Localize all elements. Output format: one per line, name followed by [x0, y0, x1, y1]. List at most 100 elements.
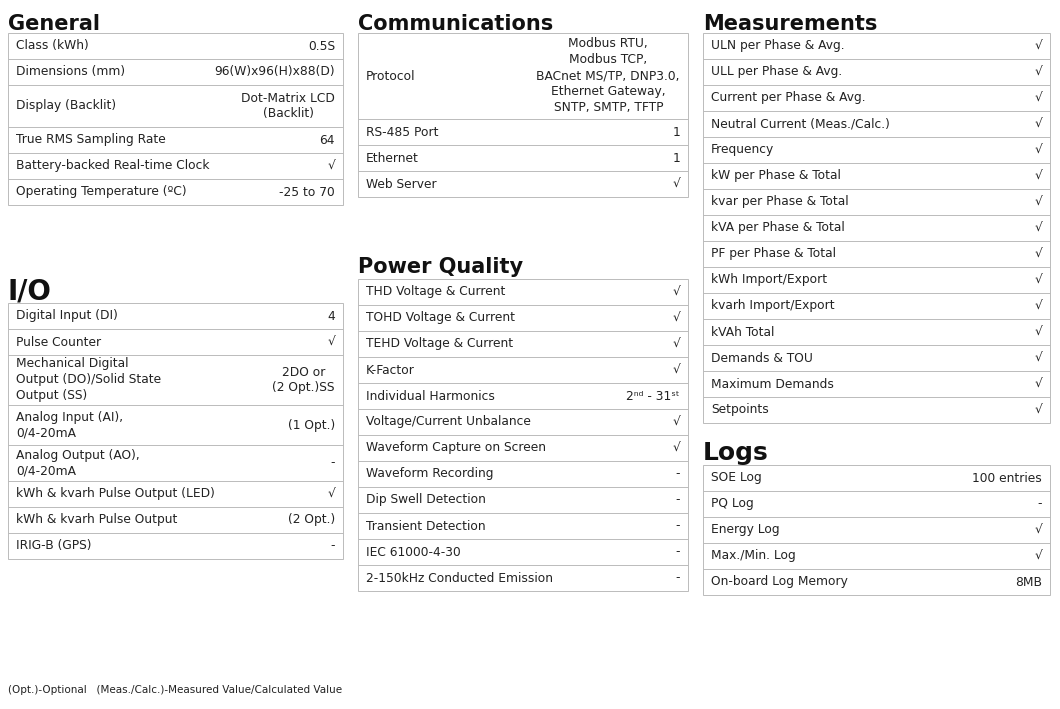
Text: Max./Min. Log: Max./Min. Log	[711, 549, 796, 562]
Bar	[8, 303, 343, 559]
Text: True RMS Sampling Rate: True RMS Sampling Rate	[16, 133, 165, 147]
Text: 1: 1	[672, 152, 681, 164]
Text: √: √	[328, 488, 335, 501]
Text: IRIG-B (GPS): IRIG-B (GPS)	[16, 540, 91, 552]
Text: √: √	[1035, 40, 1042, 52]
Text: Modbus RTU,
Modbus TCP,
BACnet MS/TP, DNP3.0,
Ethernet Gateway,
SNTP, SMTP, TFTP: Modbus RTU, Modbus TCP, BACnet MS/TP, DN…	[536, 38, 681, 114]
Text: -: -	[331, 540, 335, 552]
Text: Digital Input (DI): Digital Input (DI)	[16, 310, 118, 323]
Text: Waveform Capture on Screen: Waveform Capture on Screen	[366, 442, 546, 454]
Text: √: √	[672, 364, 681, 376]
Text: Demands & TOU: Demands & TOU	[711, 352, 813, 364]
Text: Maximum Demands: Maximum Demands	[711, 377, 834, 391]
Text: √: √	[1035, 274, 1042, 286]
Text: Dip Swell Detection: Dip Swell Detection	[366, 493, 485, 506]
Text: √: √	[1035, 299, 1042, 313]
Text: √: √	[1035, 65, 1042, 79]
Text: kVA per Phase & Total: kVA per Phase & Total	[711, 221, 845, 235]
Text: ULL per Phase & Avg.: ULL per Phase & Avg.	[711, 65, 843, 79]
Text: kvar per Phase & Total: kvar per Phase & Total	[711, 196, 849, 208]
Text: Analog Output (AO),
0/4-20mA: Analog Output (AO), 0/4-20mA	[16, 449, 140, 477]
Text: √: √	[672, 442, 681, 454]
Text: IEC 61000-4-30: IEC 61000-4-30	[366, 545, 461, 559]
Text: Dot-Matrix LCD
(Backlit): Dot-Matrix LCD (Backlit)	[241, 91, 335, 121]
Text: Current per Phase & Avg.: Current per Phase & Avg.	[711, 91, 866, 104]
Text: Pulse Counter: Pulse Counter	[16, 335, 101, 349]
Bar	[358, 279, 688, 591]
Text: On-board Log Memory: On-board Log Memory	[711, 576, 848, 588]
Text: 100 entries: 100 entries	[972, 471, 1042, 484]
Bar	[8, 33, 343, 205]
Text: Communications: Communications	[358, 14, 553, 34]
Text: Analog Input (AI),
0/4-20mA: Analog Input (AI), 0/4-20mA	[16, 411, 123, 440]
Text: kW per Phase & Total: kW per Phase & Total	[711, 169, 841, 182]
Text: Individual Harmonics: Individual Harmonics	[366, 389, 495, 403]
Text: PF per Phase & Total: PF per Phase & Total	[711, 247, 836, 260]
Text: Display (Backlit): Display (Backlit)	[16, 99, 117, 113]
Text: -: -	[1038, 498, 1042, 510]
Text: -: -	[675, 545, 681, 559]
Text: 0.5S: 0.5S	[307, 40, 335, 52]
Bar	[703, 33, 1050, 423]
Text: √: √	[1035, 377, 1042, 391]
Text: -: -	[675, 467, 681, 481]
Text: Logs: Logs	[703, 441, 768, 465]
Text: √: √	[672, 337, 681, 350]
Text: TEHD Voltage & Current: TEHD Voltage & Current	[366, 337, 513, 350]
Text: SOE Log: SOE Log	[711, 471, 762, 484]
Text: -: -	[675, 520, 681, 532]
Text: √: √	[1035, 523, 1042, 537]
Text: √: √	[328, 160, 335, 172]
Text: kWh & kvarh Pulse Output: kWh & kvarh Pulse Output	[16, 513, 177, 527]
Text: Ethernet: Ethernet	[366, 152, 419, 164]
Text: PQ Log: PQ Log	[711, 498, 754, 510]
Text: √: √	[328, 335, 335, 349]
Text: √: √	[1035, 91, 1042, 104]
Text: Waveform Recording: Waveform Recording	[366, 467, 494, 481]
Text: Battery-backed Real-time Clock: Battery-backed Real-time Clock	[16, 160, 210, 172]
Text: √: √	[1035, 352, 1042, 364]
Text: 8MB: 8MB	[1015, 576, 1042, 588]
Text: -: -	[331, 457, 335, 469]
Text: Web Server: Web Server	[366, 177, 437, 191]
Text: Dimensions (mm): Dimensions (mm)	[16, 65, 125, 79]
Text: √: √	[1035, 221, 1042, 235]
Text: √: √	[1035, 169, 1042, 182]
Text: Setpoints: Setpoints	[711, 403, 768, 416]
Text: I/O: I/O	[8, 277, 52, 305]
Text: √: √	[1035, 118, 1042, 130]
Text: Power Quality: Power Quality	[358, 257, 524, 277]
Text: √: √	[672, 177, 681, 191]
Text: Frequency: Frequency	[711, 143, 774, 157]
Text: THD Voltage & Current: THD Voltage & Current	[366, 286, 506, 298]
Text: Voltage/Current Unbalance: Voltage/Current Unbalance	[366, 415, 531, 428]
Text: √: √	[672, 286, 681, 298]
Text: Neutral Current (Meas./Calc.): Neutral Current (Meas./Calc.)	[711, 118, 890, 130]
Text: √: √	[1035, 325, 1042, 338]
Text: Mechanical Digital
Output (DO)/Solid State
Output (SS): Mechanical Digital Output (DO)/Solid Sta…	[16, 357, 161, 403]
Text: Measurements: Measurements	[703, 14, 878, 34]
Text: √: √	[672, 415, 681, 428]
Text: ULN per Phase & Avg.: ULN per Phase & Avg.	[711, 40, 845, 52]
Text: 2-150kHz Conducted Emission: 2-150kHz Conducted Emission	[366, 571, 553, 584]
Text: kVAh Total: kVAh Total	[711, 325, 775, 338]
Text: √: √	[1035, 143, 1042, 157]
Text: General: General	[8, 14, 100, 34]
Text: 2DO or
(2 Opt.)SS: 2DO or (2 Opt.)SS	[272, 366, 335, 394]
Text: 96(W)x96(H)x88(D): 96(W)x96(H)x88(D)	[214, 65, 335, 79]
Bar	[703, 465, 1050, 595]
Text: -: -	[675, 571, 681, 584]
Text: Transient Detection: Transient Detection	[366, 520, 485, 532]
Text: kWh & kvarh Pulse Output (LED): kWh & kvarh Pulse Output (LED)	[16, 488, 215, 501]
Text: 2ⁿᵈ - 31ˢᵗ: 2ⁿᵈ - 31ˢᵗ	[626, 389, 681, 403]
Text: √: √	[1035, 403, 1042, 416]
Text: (Opt.)-Optional   (Meas./Calc.)-Measured Value/Calculated Value: (Opt.)-Optional (Meas./Calc.)-Measured V…	[8, 685, 342, 695]
Text: K-Factor: K-Factor	[366, 364, 414, 376]
Text: √: √	[1035, 549, 1042, 562]
Text: -: -	[675, 493, 681, 506]
Text: Class (kWh): Class (kWh)	[16, 40, 89, 52]
Bar	[358, 33, 688, 197]
Text: (2 Opt.): (2 Opt.)	[287, 513, 335, 527]
Text: 1: 1	[672, 125, 681, 138]
Text: kvarh Import/Export: kvarh Import/Export	[711, 299, 834, 313]
